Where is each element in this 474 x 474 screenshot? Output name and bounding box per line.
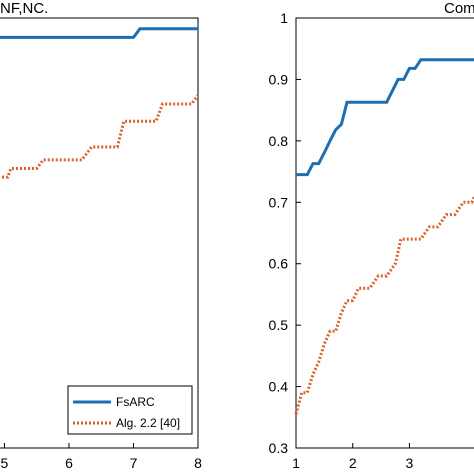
right-y-tick-label: 0.8 [269,133,289,149]
legend-box [67,385,193,435]
left-x-ticks: 5 6 7 8 [1,443,202,471]
right-panel-title: Com [444,0,474,17]
left-series-alg22-line [0,94,200,179]
left-x-tick-label: 8 [194,455,202,471]
right-y-tick-label: 0.4 [269,379,289,395]
legend: FsARC Alg. 2.2 [40] [67,385,193,435]
left-panel-title: NF,NC. [0,0,48,17]
left-series-fsarc-line [0,27,198,39]
left-x-tick-label: 7 [130,455,138,471]
right-series-fsarc-line [296,58,474,177]
right-plot-frame [295,17,474,449]
right-y-tick-label: 1 [280,10,288,26]
right-y-tick-label: 0.9 [269,71,289,87]
right-y-tick-label: 0.6 [269,256,289,272]
right-series-lines [294,58,474,415]
right-y-tick-label: 0.3 [269,440,289,456]
left-panel: NF,NC. 5 6 7 8 FsARC Alg. 2.2 [40] [0,0,202,471]
left-series-lines [0,27,200,179]
right-y-tick-label: 0.5 [269,317,289,333]
right-panel: Com 0.3 0.4 0.5 0.6 0.7 0.8 0.9 1 1 2 3 [269,0,474,471]
left-x-tick-label: 5 [1,455,9,471]
right-y-tick-label: 0.7 [269,194,289,210]
right-x-tick-label: 3 [406,455,414,471]
right-x-ticks: 1 2 3 [292,443,414,471]
legend-label-alg22: Alg. 2.2 [40] [116,416,180,430]
legend-label-fsarc: FsARC [116,395,155,409]
right-x-tick-label: 2 [349,455,357,471]
left-x-tick-label: 6 [65,455,73,471]
left-plot-frame [0,17,199,449]
right-x-tick-label: 1 [292,455,300,471]
right-y-ticks: 0.3 0.4 0.5 0.6 0.7 0.8 0.9 1 [269,10,301,456]
right-series-alg22-line [294,193,474,415]
